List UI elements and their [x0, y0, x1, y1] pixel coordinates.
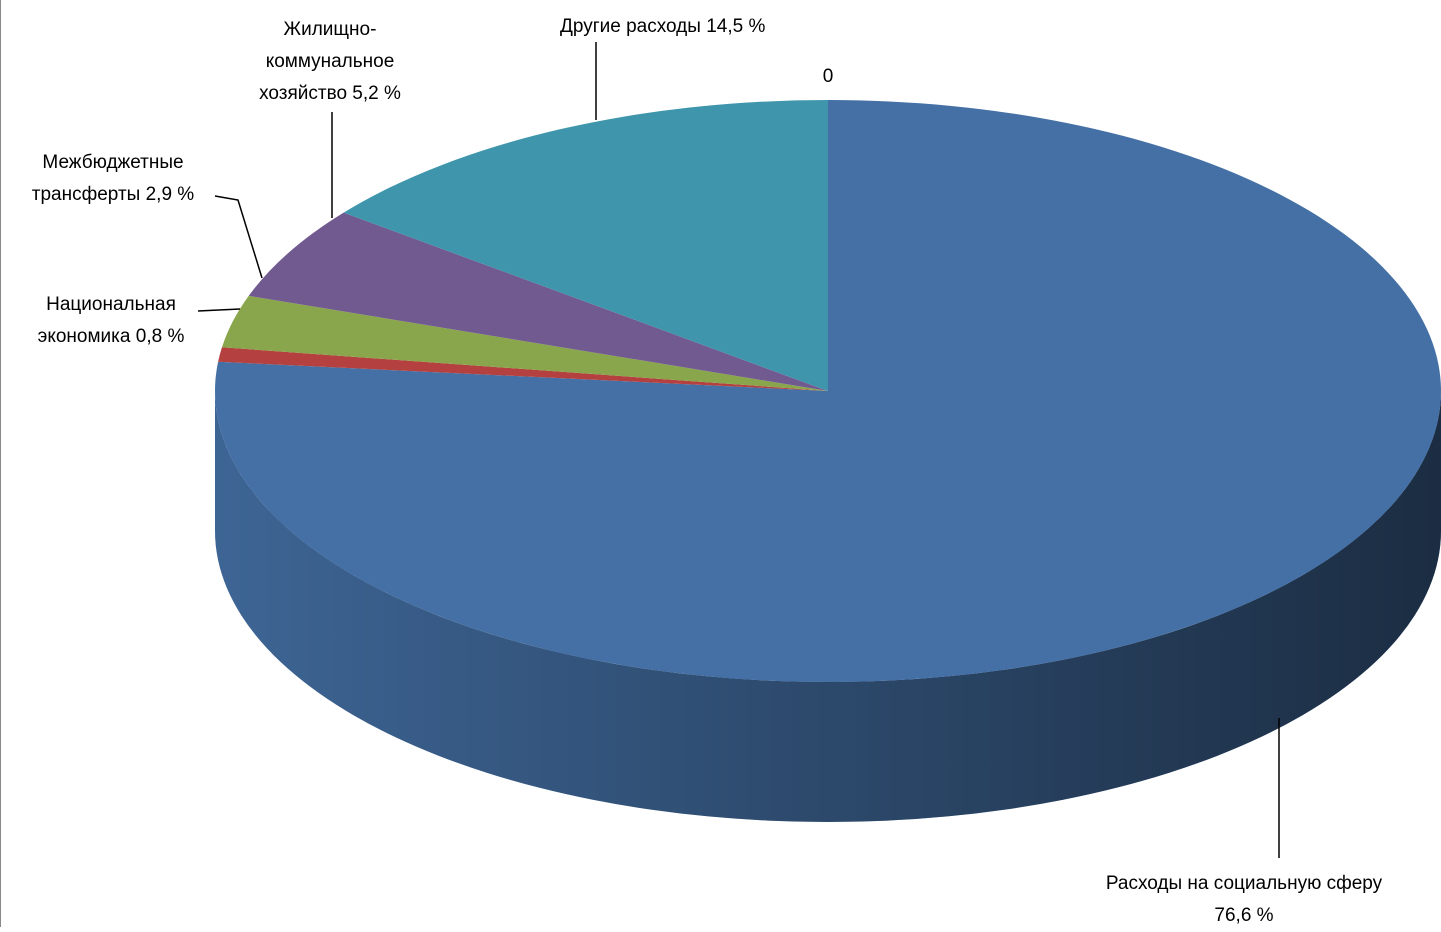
- data-label: Другие расходы 14,5 %: [560, 11, 765, 43]
- label-value: 76,6 %: [1214, 905, 1273, 926]
- label-name: Расходы на социальную сферу: [1106, 873, 1382, 894]
- label-name: Другие расходы: [560, 16, 701, 37]
- data-label: Национальная экономика 0,8 %: [16, 289, 206, 353]
- data-label: Межбюджетные трансферты 2,9 %: [8, 147, 218, 211]
- label-value: 2,9 %: [146, 184, 195, 205]
- data-label: Расходы на социальную сферу 76,6 %: [1099, 868, 1389, 932]
- pie-tops: [215, 100, 1441, 682]
- data-label: Жилищно-коммунальное хозяйство 5,2 %: [235, 14, 425, 110]
- label-value: 0,8 %: [136, 326, 185, 347]
- label-value: 14,5 %: [706, 16, 765, 37]
- leader-line: [215, 196, 262, 278]
- annotation: 0: [823, 66, 834, 87]
- label-value: 5,2 %: [352, 83, 401, 104]
